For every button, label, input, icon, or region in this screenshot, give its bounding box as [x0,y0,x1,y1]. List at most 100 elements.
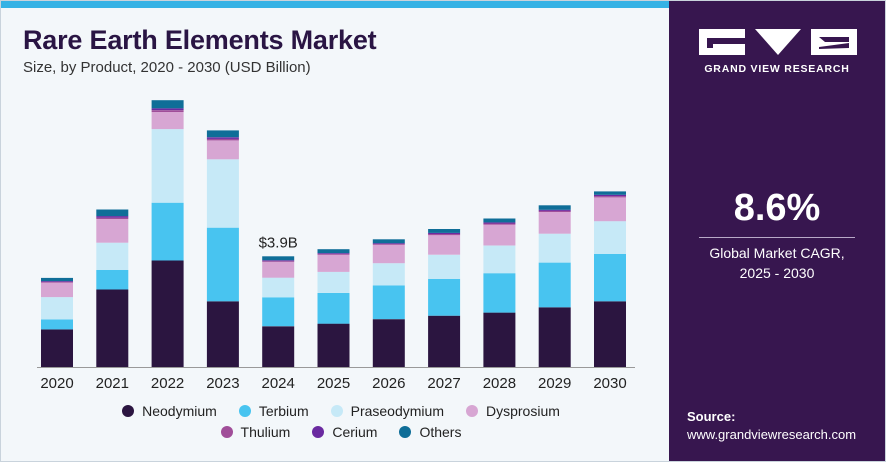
bar-segment-dysprosium-2025 [317,254,350,272]
bar-segment-thulium-2025 [317,254,350,255]
bar-segment-thulium-2022 [151,110,184,112]
bar-segment-praseodymium-2021 [96,242,129,270]
bar-segment-dysprosium-2029 [538,211,571,234]
legend-item-dysprosium: Dysprosium [465,403,560,419]
bar-segment-terbium-2026 [372,285,405,320]
x-tick-label: 2022 [151,375,184,392]
legend-item-praseodymium: Praseodymium [330,403,444,419]
source-url: www.grandviewresearch.com [687,427,857,442]
bar-segment-thulium-2024 [262,261,295,262]
bar-segment-dysprosium-2026 [372,244,405,264]
bar-segment-praseodymium-2022 [151,129,184,203]
legend-label: Others [419,424,462,440]
accent-bar [1,1,669,8]
legend-label: Thulium [240,424,291,440]
bar-segment-others-2024 [262,256,295,261]
bar-segment-others-2026 [372,239,405,244]
bar-segment-others-2022 [151,100,184,109]
bar-segment-dysprosium-2020 [41,282,73,298]
bar-segment-terbium-2024 [262,297,295,327]
legend-row-1: Neodymium Terbium Praseodymium Dysprosiu… [61,403,621,419]
cagr-label-line1: Global Market CAGR, [709,245,845,261]
legend-label: Neodymium [142,403,217,419]
bar-segment-others-2029 [538,205,571,210]
bar-segment-praseodymium-2027 [428,254,461,279]
bar-segment-thulium-2027 [428,234,461,236]
bar-segment-others-2023 [206,130,239,138]
x-tick-label: 2028 [483,375,516,392]
bar-segment-terbium-2021 [96,270,129,290]
bar-segment-dysprosium-2023 [206,140,239,160]
cagr-value: 8.6% [733,187,821,229]
legend-item-cerium: Cerium [312,424,377,440]
logo-wordmark: GRAND VIEW RESEARCH [704,63,850,75]
bar-segment-others-2030 [594,191,626,195]
side-panel: GRAND VIEW RESEARCH 8.6% Global Market C… [669,1,885,461]
bar-segment-dysprosium-2022 [151,112,184,130]
legend-swatch-neodymium [122,405,135,417]
bar-segment-praseodymium-2024 [262,277,295,298]
bar-segment-others-2020 [41,277,73,282]
bar-segment-neodymium-2021 [96,289,129,367]
legend-swatch-thulium [220,426,233,438]
bar-segment-neodymium-2030 [594,301,626,367]
bar-segment-terbium-2022 [151,202,184,261]
bar-segment-neodymium-2020 [41,329,73,367]
chart-subtitle: Size, by Product, 2020 - 2030 (USD Billi… [23,59,311,76]
cagr-label: Global Market CAGR, 2025 - 2030 [669,243,885,283]
bar-segment-cerium-2020 [41,281,73,282]
bar-segment-cerium-2022 [151,108,184,111]
bar-segment-others-2025 [317,249,350,254]
bar-segment-cerium-2030 [594,194,626,197]
bar-segment-thulium-2028 [483,223,516,225]
legend-item-others: Others [399,424,461,440]
bar-segment-praseodymium-2030 [594,221,626,254]
bar-segment-cerium-2026 [372,243,405,244]
x-tick-label: 2030 [593,375,626,392]
legend-label: Dysprosium [485,403,560,419]
bar-segment-praseodymium-2020 [41,297,73,320]
x-tick-label: 2021 [96,375,129,392]
legend-label: Terbium [258,403,309,419]
bar-segment-neodymium-2023 [206,301,239,367]
bar-segment-thulium-2029 [538,210,571,212]
cagr-label-line2: 2025 - 2030 [739,265,815,281]
bar-segment-thulium-2026 [372,244,405,245]
stacked-bar-chart: 2020 2021 2022 2023 $3.9B 2024 2025 2026 2027 202… [37,100,635,392]
bar-segment-neodymium-2024 [262,326,295,367]
bar-segment-cerium-2025 [317,253,350,254]
legend-swatch-cerium [312,426,325,438]
bar-segment-thulium-2021 [96,217,129,219]
bar-segment-cerium-2028 [483,222,516,224]
bar-segment-neodymium-2028 [483,312,516,367]
bar-segment-dysprosium-2030 [594,197,626,222]
bar-segment-praseodymium-2023 [206,159,239,228]
x-tick-label: 2020 [40,375,73,392]
legend-swatch-terbium [238,405,251,417]
bar-segment-praseodymium-2026 [372,263,405,286]
x-tick-label: 2025 [317,375,350,392]
bar-segment-thulium-2030 [594,196,626,198]
bar-segment-terbium-2023 [206,227,239,302]
grand-view-research-logo [699,29,857,55]
legend-row-2: Thulium Cerium Others [61,424,621,440]
bar-segment-terbium-2028 [483,273,516,313]
x-tick-label: 2029 [538,375,571,392]
bar-segment-neodymium-2029 [538,307,571,367]
bar-segment-cerium-2027 [428,232,461,234]
chart-legend: Neodymium Terbium Praseodymium Dysprosiu… [61,403,621,445]
bar-segment-praseodymium-2025 [317,271,350,293]
legend-label: Praseodymium [350,403,444,419]
data-label: $3.9B [259,234,298,251]
bar-segment-dysprosium-2027 [428,235,461,255]
bar-segment-terbium-2027 [428,278,461,316]
chart-title: Rare Earth Elements Market [23,25,377,55]
bar-segment-cerium-2021 [96,216,129,218]
bar-segment-neodymium-2026 [372,319,405,367]
source-label: Source: [687,409,736,424]
legend-item-neodymium: Neodymium [122,403,217,419]
bar-segment-cerium-2029 [538,209,571,211]
x-tick-label: 2026 [372,375,405,392]
legend-swatch-dysprosium [465,405,478,417]
